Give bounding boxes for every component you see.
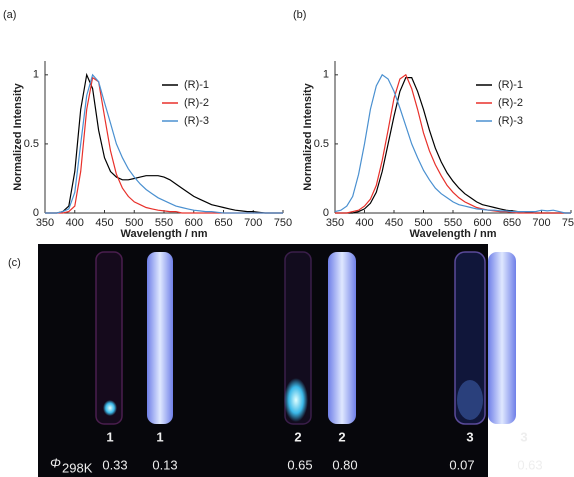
x-tick-label: 650: [503, 217, 521, 229]
tube-label: 1: [156, 429, 163, 444]
line-series: [45, 73, 283, 214]
x-tick-label: 550: [444, 217, 462, 229]
x-tick-label: 700: [244, 217, 262, 229]
x-tick-label: 600: [185, 217, 203, 229]
y-tick-label: 0: [323, 207, 329, 219]
y-axis-label: Normalized Intensity: [302, 82, 314, 190]
line-series: [334, 73, 571, 214]
x-tick-label: 400: [66, 217, 84, 229]
photo-panel: (c) 1 1 2 2 3 3 0.33 0.13 0.65 0.80 0.07 0.63 Φ 298K: [8, 244, 543, 477]
line-series: [45, 72, 283, 214]
quantum-yield: 0.65: [287, 457, 312, 472]
tube-label: 3: [466, 429, 473, 444]
chart: (a) 350 400 450 500 550 600 650 700 750 0 0.5 1 Wavel…: [3, 9, 292, 240]
tube-glow: [284, 378, 308, 422]
x-tick-label: 550: [155, 217, 173, 229]
quantum-yield: 0.33: [102, 457, 127, 472]
legend-label: (R)-3: [184, 115, 209, 127]
x-tick-label: 350: [36, 217, 54, 229]
x-tick-label: 750: [562, 217, 574, 229]
x-axis-label: Wavelength / nm: [410, 228, 497, 240]
x-tick-label: 500: [414, 217, 432, 229]
quantum-yield: 0.63: [517, 457, 542, 472]
quantum-yield: 0.13: [152, 457, 177, 472]
legend-label: (R)-3: [498, 115, 523, 127]
tube-label: 3: [520, 429, 527, 444]
x-tick-label: 450: [385, 217, 403, 229]
x-tick-label: 750: [274, 217, 292, 229]
y-axis-label: Normalized Intensity: [12, 82, 24, 190]
line-series: [335, 73, 571, 214]
x-tick-label: 650: [214, 217, 232, 229]
y-tick-label: 0.5: [24, 138, 39, 150]
tube: [328, 252, 356, 424]
yield-subscript: 298K: [62, 460, 93, 475]
panel-label: (c): [8, 257, 21, 269]
tube-label: 2: [338, 429, 345, 444]
y-tick-label: 1: [323, 69, 329, 81]
legend-label: (R)-1: [498, 79, 523, 91]
tube-glow: [103, 400, 117, 416]
x-tick-label: 350: [326, 217, 344, 229]
tube-label: 2: [294, 429, 301, 444]
tube: [95, 251, 123, 425]
x-tick-label: 450: [95, 217, 113, 229]
x-tick-label: 700: [532, 217, 550, 229]
panel-label: (a): [3, 9, 16, 21]
x-tick-label: 600: [473, 217, 491, 229]
x-tick-label: 400: [355, 217, 373, 229]
legend-label: (R)-1: [184, 79, 209, 91]
panel-label: (b): [293, 9, 306, 21]
yield-symbol: Φ: [50, 455, 61, 470]
tube: [488, 252, 516, 424]
y-tick-label: 1: [33, 69, 39, 81]
quantum-yield: 0.80: [332, 457, 357, 472]
x-tick-label: 500: [125, 217, 143, 229]
quantum-yield: 0.07: [449, 457, 474, 472]
tube: [454, 251, 486, 425]
x-axis-label: Wavelength / nm: [121, 228, 208, 240]
legend-label: (R)-2: [498, 97, 523, 109]
y-tick-label: 0: [33, 207, 39, 219]
legend-label: (R)-2: [184, 97, 209, 109]
tube: [147, 252, 173, 424]
tube-glow: [457, 380, 483, 420]
chart: (b) 350 400 450 500 550 600 650 700 750 0 0.5 1 Wavel…: [293, 9, 574, 240]
y-tick-label: 0.5: [314, 138, 329, 150]
tube-label: 1: [106, 429, 113, 444]
